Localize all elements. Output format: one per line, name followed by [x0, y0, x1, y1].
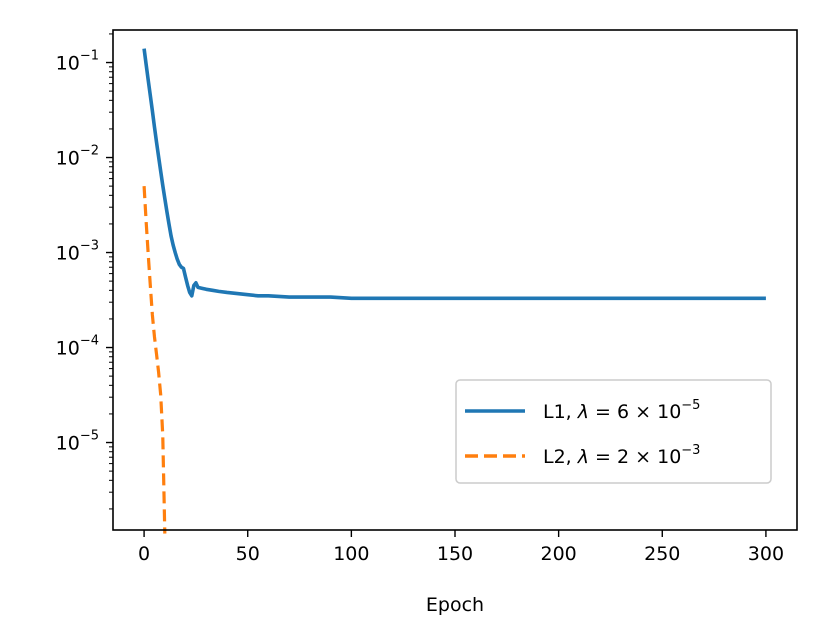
series-line-l2	[142, 186, 167, 534]
y-tick-label: 10−4	[56, 334, 99, 360]
legend-label-l2: L2, λ = 2 × 10−3	[543, 443, 700, 468]
y-tick-label: 10−3	[56, 239, 99, 265]
y-tick-label: 10−5	[56, 429, 99, 455]
y-tick-label: 10−1	[56, 49, 99, 75]
x-tick-label: 100	[333, 543, 369, 565]
x-axis: 0 50 100 150 200 250 300	[138, 530, 784, 565]
series-line-l1	[142, 48, 766, 301]
x-tick-label: 50	[236, 543, 260, 565]
series-layer	[142, 48, 766, 534]
y-axis: 10−5 10−4 10−3 10−2 10−1	[56, 33, 113, 510]
plot-frame	[112, 29, 798, 531]
x-tick-label: 0	[138, 543, 150, 565]
x-tick-label: 250	[644, 543, 680, 565]
x-axis-title: Epoch	[426, 594, 484, 616]
legend-label-l1: L1, λ = 6 × 10−5	[543, 398, 700, 423]
y-tick-label: 10−2	[56, 144, 99, 170]
x-tick-label: 200	[541, 543, 577, 565]
x-tick-label: 300	[748, 543, 784, 565]
legend-frame	[455, 379, 772, 484]
legend: L1, λ = 6 × 10−5 L2, λ = 2 × 10−3	[455, 379, 772, 484]
x-tick-label: 150	[437, 543, 473, 565]
